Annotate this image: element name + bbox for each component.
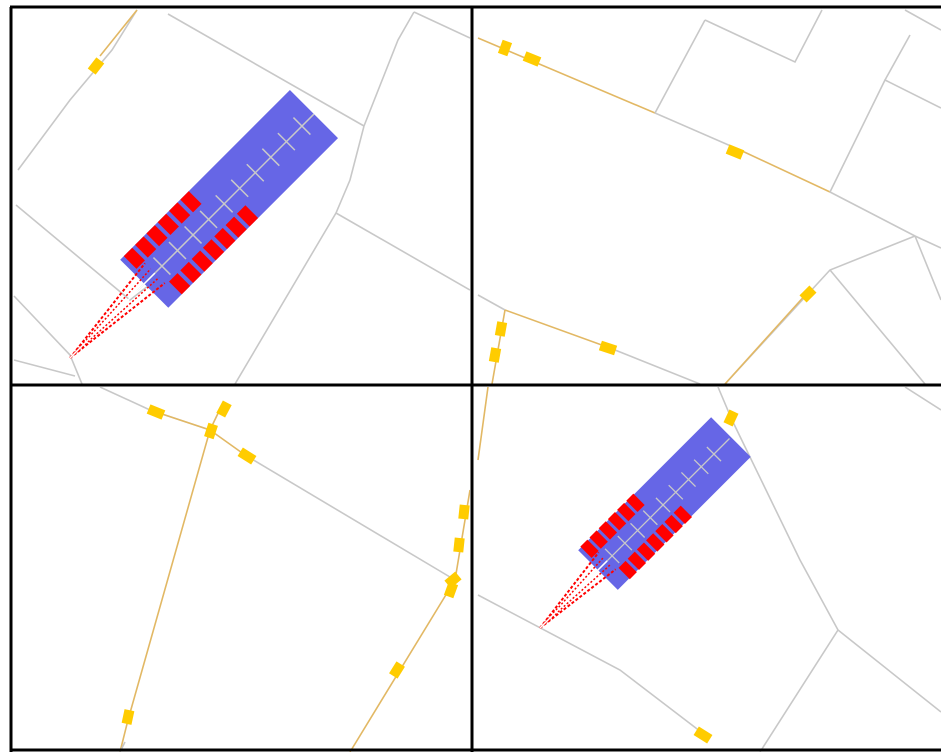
intersection-zone (539, 417, 751, 629)
road-segment (234, 125, 365, 384)
vehicle-marker-icon (494, 321, 508, 337)
vehicle-marker-icon (389, 661, 405, 679)
queued-vehicle-icon (618, 560, 637, 580)
vehicle-marker-icon (443, 581, 459, 599)
road-segment (704, 9, 823, 64)
queued-vehicle-icon (123, 247, 145, 269)
queued-vehicle-icon (617, 502, 636, 522)
vehicle-marker-icon (725, 144, 745, 160)
intersection-zone (69, 90, 338, 359)
road-segment-yellow (209, 429, 246, 456)
vehicle-marker-icon (87, 57, 105, 75)
vehicle-marker-icon (799, 285, 817, 303)
map-view-top-right[interactable] (474, 8, 941, 384)
queued-vehicle-icon (646, 533, 665, 552)
queued-vehicle-icon (168, 273, 191, 295)
vehicle-marker-icon (453, 537, 465, 553)
lane-grid (592, 438, 730, 576)
queued-vehicle-icon (168, 202, 191, 224)
road-segment-yellow (724, 291, 809, 384)
road-segment-yellow (477, 387, 489, 461)
road-segment (477, 594, 706, 736)
road-segment (167, 13, 365, 127)
road-segment (363, 11, 415, 127)
queued-vehicle-icon (135, 236, 157, 258)
queued-vehicle-icon (202, 239, 225, 261)
road-segment (13, 295, 83, 384)
road-segment (609, 347, 701, 384)
road-segment (13, 359, 76, 377)
vehicle-marker-icon (488, 347, 502, 363)
road-segment (829, 269, 926, 384)
vehicle-marker-icon (693, 726, 713, 744)
queued-vehicle-icon (627, 551, 647, 571)
map-background (12, 387, 470, 752)
queued-vehicle-icon (225, 216, 247, 238)
map-background (474, 8, 941, 384)
queued-vehicle-icon (598, 521, 618, 540)
road-segment-yellow (504, 309, 611, 349)
queued-vehicle-icon (180, 261, 202, 284)
vehicle-marker-icon (522, 51, 542, 67)
road-segment (717, 387, 941, 713)
lane-grid (136, 113, 315, 292)
road-segment (335, 212, 470, 291)
road-segment (654, 19, 706, 114)
vehicle-marker-icon (598, 340, 618, 356)
queued-vehicle-icon (664, 514, 683, 534)
queued-vehicle-icon (607, 512, 627, 531)
road-segment (884, 34, 911, 81)
queued-vehicle-icon (236, 205, 259, 227)
map-view-bottom-right[interactable] (474, 387, 941, 752)
vehicle-marker-icon (723, 409, 739, 427)
queued-vehicle-icon (191, 250, 213, 272)
map-view-bottom-left[interactable] (12, 387, 470, 752)
road-segment-yellow (99, 9, 138, 57)
vehicle-marker-icon (458, 504, 470, 520)
vehicle-marker-icon (121, 709, 135, 725)
panel-dividers (9, 5, 941, 752)
queued-vehicle-icon (655, 524, 674, 543)
road-segment (413, 11, 470, 39)
queued-vehicle-icon (673, 505, 693, 525)
queued-vehicle-icon (580, 539, 599, 558)
vehicle-marker-icon (204, 422, 218, 440)
vehicle-marker-icon (497, 39, 513, 57)
queued-vehicle-icon (636, 542, 656, 561)
road-segment (654, 112, 741, 151)
road-segment-yellow (454, 489, 470, 581)
road-segment (477, 294, 506, 311)
queued-vehicle-icon (180, 191, 202, 213)
queued-vehicle-icon (214, 227, 236, 250)
road-segment (244, 454, 456, 581)
road-segment (17, 9, 138, 171)
vehicle-marker-icon (216, 400, 232, 418)
road-segment (759, 629, 839, 752)
vehicle-marker-icon (146, 404, 166, 420)
queued-vehicle-icon (146, 225, 168, 247)
road-segment (904, 9, 941, 31)
map-view-top-left[interactable] (12, 8, 470, 384)
road-segment (904, 387, 941, 411)
road-segment (914, 235, 941, 301)
queued-vehicle-icon (589, 530, 608, 549)
queued-vehicle-icon (626, 493, 645, 513)
road-segment-yellow (739, 149, 831, 193)
vehicle-marker-icon (237, 447, 257, 465)
queued-vehicle-icon (157, 213, 179, 235)
